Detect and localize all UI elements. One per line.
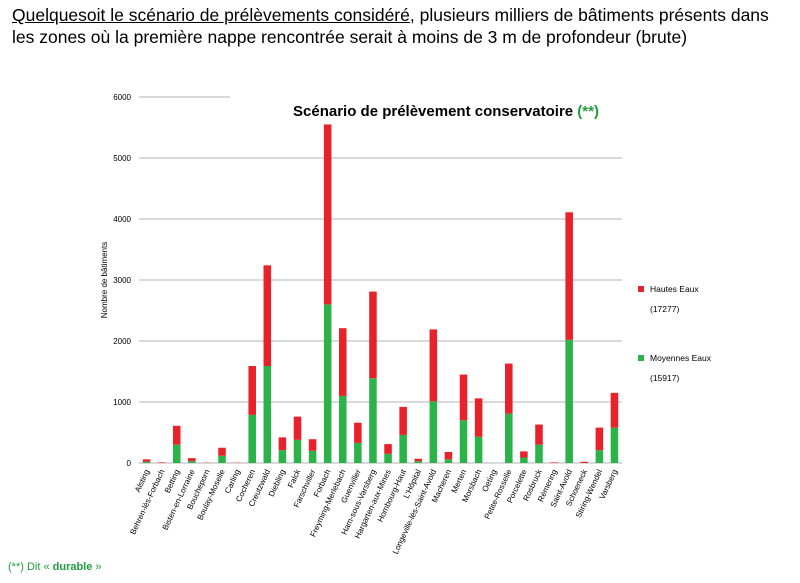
bar-hautes-eaux bbox=[520, 451, 528, 458]
bar-moyennes-eaux bbox=[354, 442, 362, 463]
bar-hautes-eaux bbox=[338, 328, 347, 396]
y-tick-label: 1000 bbox=[113, 398, 131, 407]
bar-hautes-eaux bbox=[263, 265, 272, 367]
bar-moyennes-eaux bbox=[338, 395, 347, 463]
bar-hautes-eaux bbox=[610, 392, 619, 428]
bar-hautes-eaux bbox=[595, 427, 604, 451]
bar-moyennes-eaux bbox=[188, 461, 196, 463]
bar-hautes-eaux bbox=[580, 461, 589, 463]
bar-moyennes-eaux bbox=[535, 444, 543, 463]
bar-hautes-eaux bbox=[505, 363, 513, 414]
bar-hautes-eaux bbox=[308, 439, 317, 451]
heading-text: , plusieurs milliers de bâtiments présen… bbox=[12, 5, 769, 47]
bar-moyennes-eaux bbox=[369, 378, 377, 463]
heading-underlined-text: Quelquesoit le scénario de prélèvements … bbox=[12, 5, 410, 25]
bar-hautes-eaux bbox=[459, 374, 468, 421]
bar-hautes-eaux bbox=[429, 329, 438, 402]
y-tick-label: 2000 bbox=[113, 337, 131, 346]
bar-moyennes-eaux bbox=[520, 457, 528, 463]
bar-moyennes-eaux bbox=[293, 439, 302, 463]
bar-hautes-eaux bbox=[414, 458, 423, 462]
bar-moyennes-eaux bbox=[459, 420, 468, 463]
bar-hautes-eaux bbox=[384, 444, 392, 454]
bar-moyennes-eaux bbox=[263, 366, 272, 463]
bar-hautes-eaux bbox=[142, 459, 151, 462]
y-tick-label: 0 bbox=[127, 459, 132, 468]
bar-moyennes-eaux bbox=[429, 401, 438, 463]
footnote-suffix: » bbox=[92, 561, 102, 573]
legend-total: (17277) bbox=[650, 304, 679, 314]
footnote-bold: durable bbox=[52, 561, 93, 573]
bar-hautes-eaux bbox=[323, 124, 332, 305]
bar-moyennes-eaux bbox=[444, 459, 453, 463]
bar-hautes-eaux bbox=[218, 447, 226, 456]
y-tick-label: 5000 bbox=[113, 154, 131, 163]
bar-hautes-eaux bbox=[293, 416, 302, 440]
footnote: (**) Dit « durable » bbox=[8, 560, 102, 574]
bar-hautes-eaux bbox=[565, 212, 573, 340]
bar-moyennes-eaux bbox=[248, 414, 256, 463]
bar-moyennes-eaux bbox=[384, 453, 392, 463]
bar-hautes-eaux bbox=[550, 462, 558, 463]
bar-hautes-eaux bbox=[172, 425, 181, 445]
chart-title: Scénario de prélèvement conservatoire (*… bbox=[293, 103, 599, 120]
bar-moyennes-eaux bbox=[414, 461, 423, 463]
bar-moyennes-eaux bbox=[610, 427, 619, 463]
legend-total: (15917) bbox=[650, 373, 679, 383]
bar-moyennes-eaux bbox=[218, 455, 226, 463]
y-tick-label: 3000 bbox=[113, 276, 131, 285]
bar-hautes-eaux bbox=[354, 422, 362, 443]
bar-hautes-eaux bbox=[278, 437, 287, 451]
footnote-prefix: (**) Dit « bbox=[8, 561, 53, 573]
bar-moyennes-eaux bbox=[505, 413, 513, 463]
legend-swatch bbox=[638, 355, 644, 361]
bar-moyennes-eaux bbox=[323, 304, 332, 463]
bar-hautes-eaux bbox=[248, 366, 256, 415]
bar-moyennes-eaux bbox=[278, 450, 287, 463]
bar-moyennes-eaux bbox=[595, 450, 604, 463]
slide-heading: Quelquesoit le scénario de prélèvements … bbox=[12, 4, 790, 48]
y-tick-label: 4000 bbox=[113, 215, 131, 224]
bar-moyennes-eaux bbox=[172, 444, 181, 463]
legend-swatch bbox=[638, 286, 644, 292]
bar-moyennes-eaux bbox=[308, 450, 317, 463]
bar-hautes-eaux bbox=[444, 452, 453, 460]
bar-hautes-eaux bbox=[369, 291, 377, 379]
legend-label: Hautes Eaux bbox=[650, 284, 699, 294]
bar-moyennes-eaux bbox=[565, 339, 573, 463]
y-axis-label: Nombre de bâtiments bbox=[100, 242, 109, 318]
legend-label: Moyennes Eaux bbox=[650, 353, 712, 363]
bar-moyennes-eaux bbox=[399, 434, 407, 463]
bar-hautes-eaux bbox=[157, 462, 166, 463]
bar-hautes-eaux bbox=[535, 424, 543, 445]
bar-moyennes-eaux bbox=[142, 461, 151, 463]
bar-hautes-eaux bbox=[188, 458, 196, 462]
chart-title-suffix: (**) bbox=[577, 103, 599, 120]
bar-hautes-eaux bbox=[399, 406, 407, 435]
y-tick-label: 6000 bbox=[113, 93, 131, 102]
bar-moyennes-eaux bbox=[474, 436, 483, 463]
bar-hautes-eaux bbox=[474, 398, 483, 437]
